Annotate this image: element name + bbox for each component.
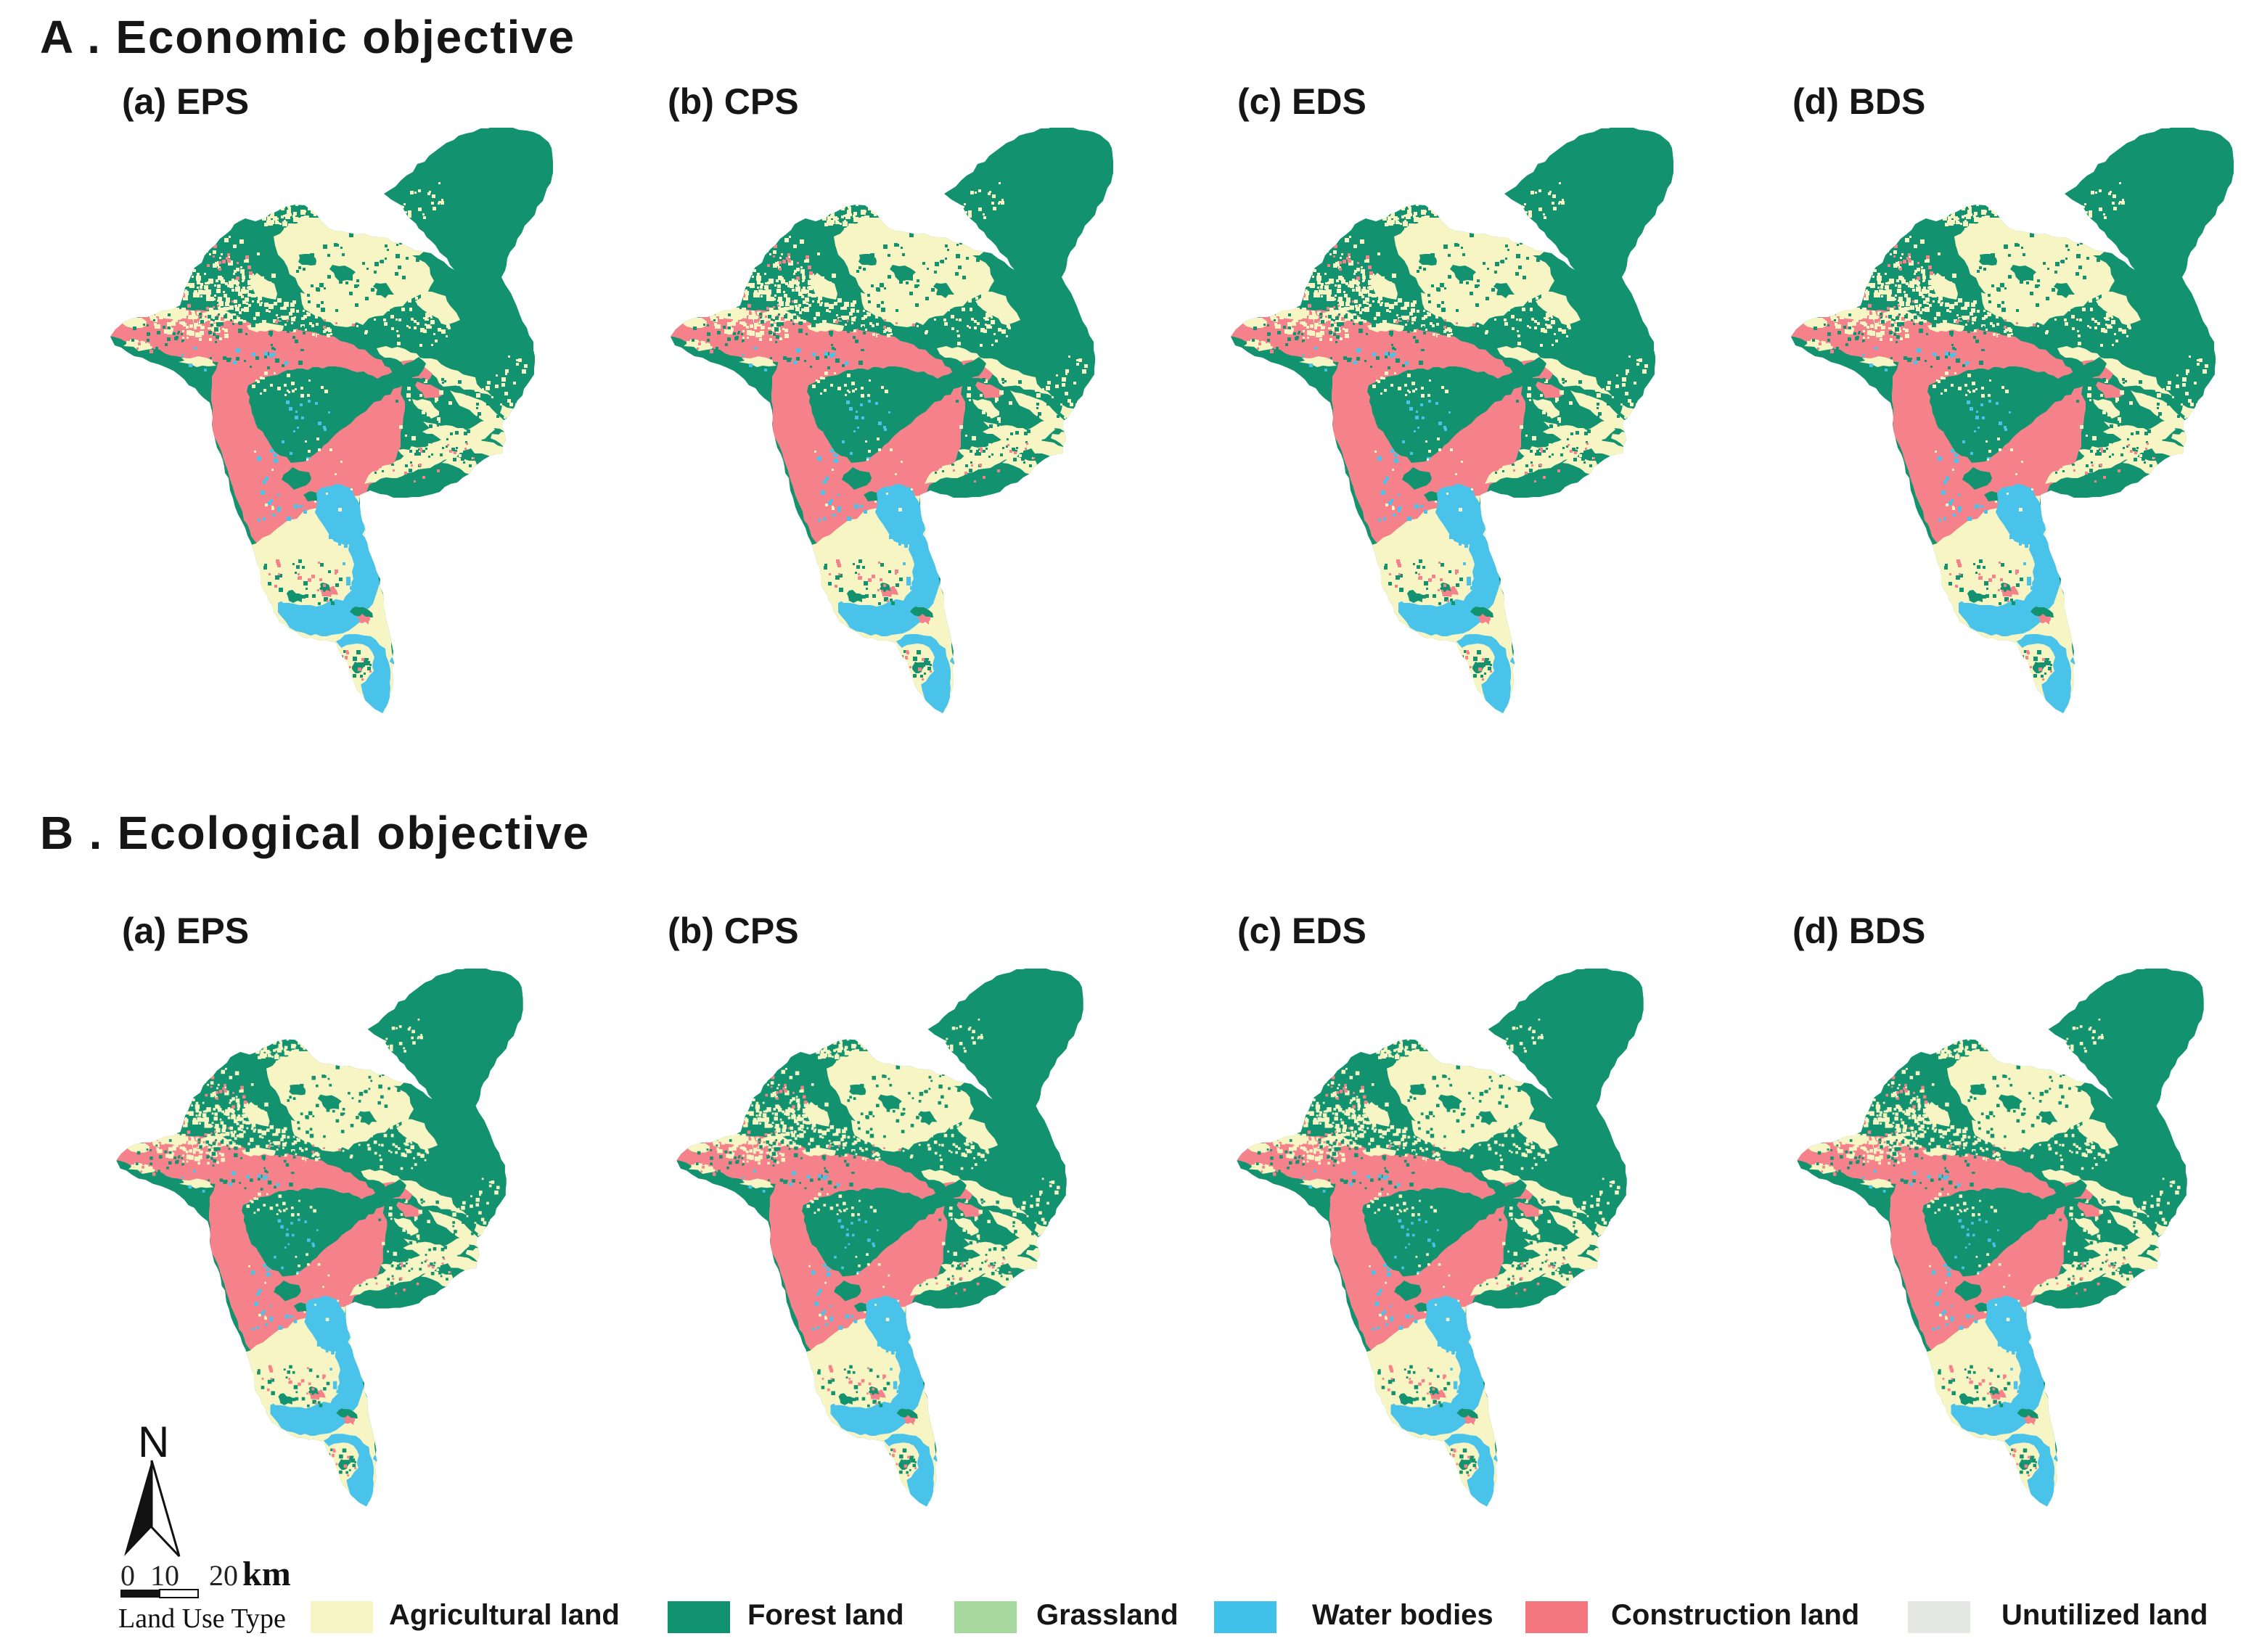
svg-text:N: N xyxy=(138,1418,169,1466)
